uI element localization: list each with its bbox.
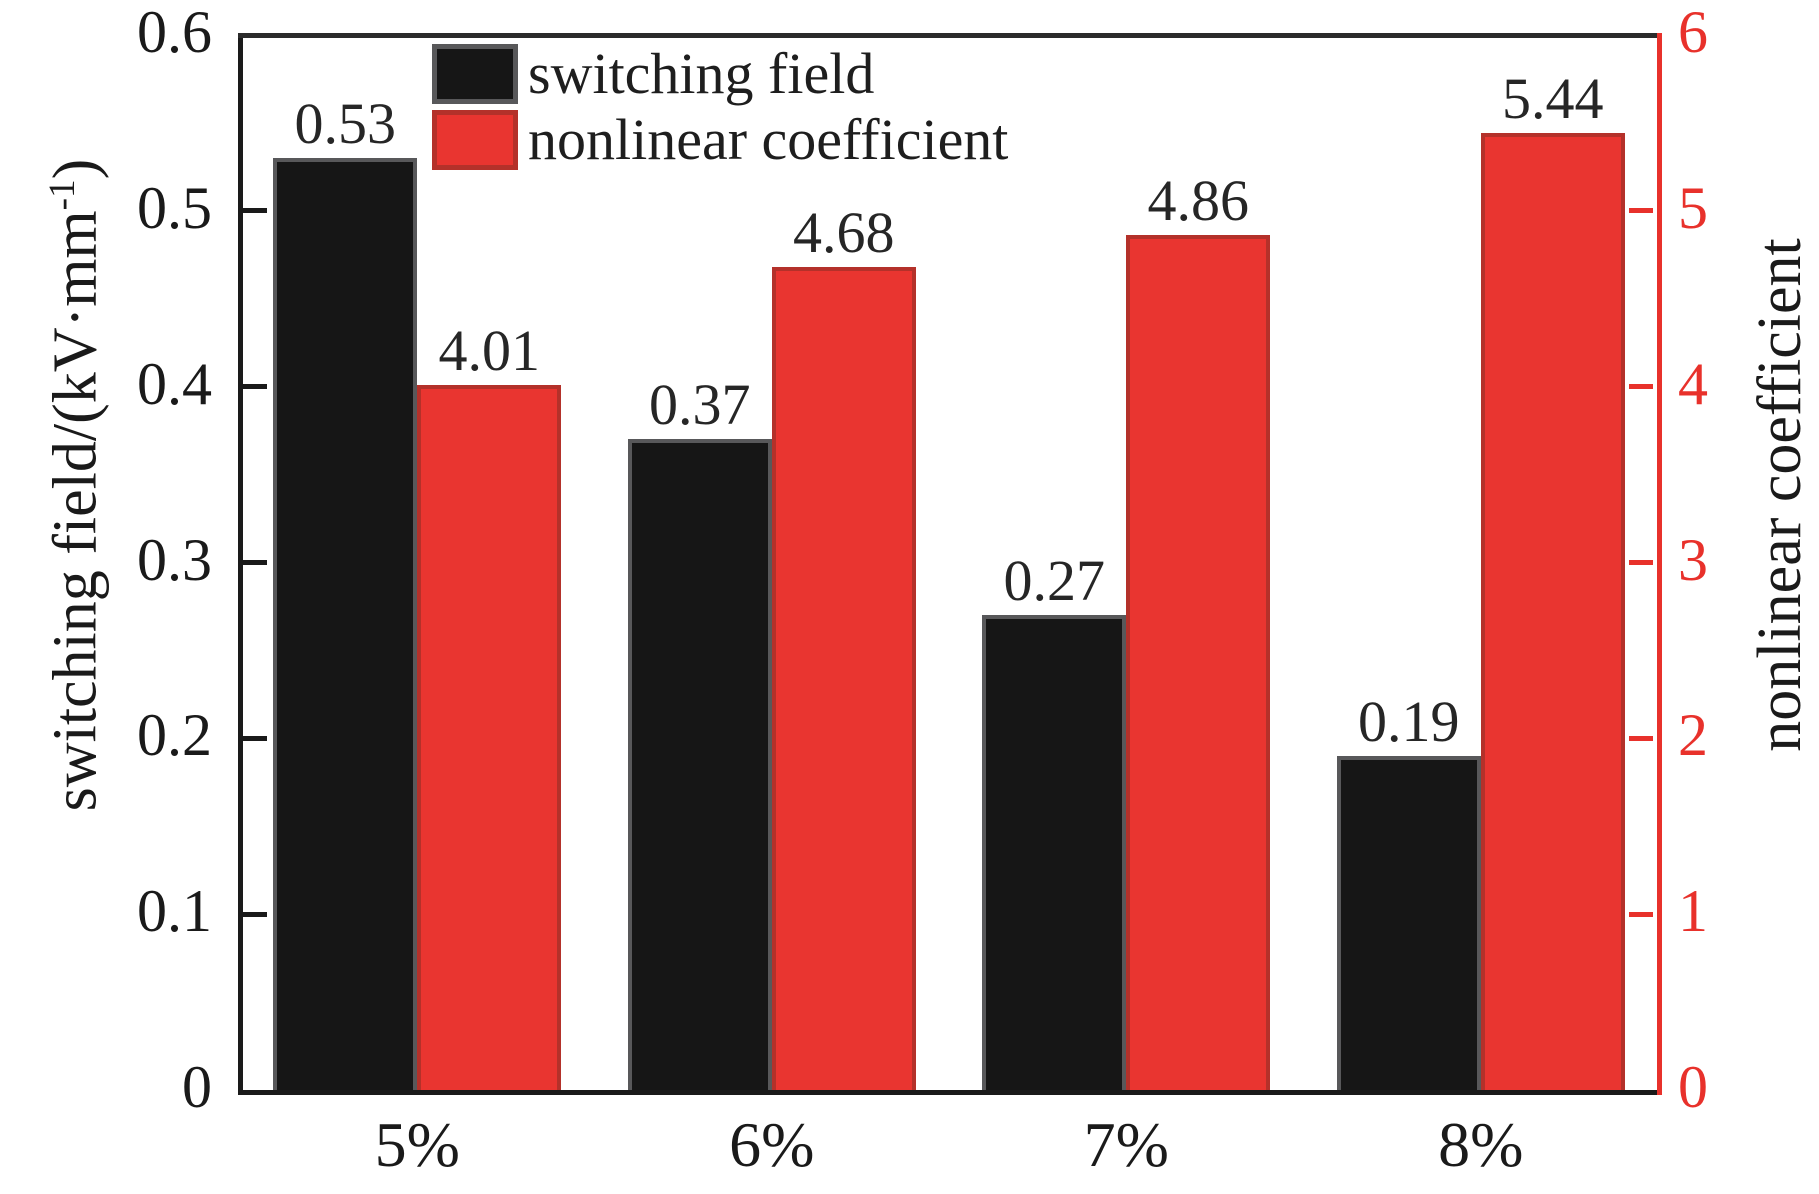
left-axis-title: switching field/(kV·mm-1) — [23, 0, 110, 985]
x-tick-label-5%: 5% — [374, 1109, 460, 1180]
left-axis-spine — [238, 33, 243, 1095]
right-axis-tick-label: 3 — [1678, 526, 1708, 593]
value-label-nonlinear-coefficient-5%: 4.01 — [438, 317, 541, 383]
x-tick-label-7%: 7% — [1083, 1109, 1169, 1180]
left-axis-tick-label: 0.5 — [137, 174, 212, 241]
legend-label-nonlinear-coefficient: nonlinear coefficient — [528, 107, 1009, 172]
right-axis-tick-label: 0 — [1678, 1054, 1708, 1120]
right-axis-tick — [1629, 384, 1653, 390]
legend-label-switching-field: switching field — [528, 41, 875, 106]
top-spine — [238, 33, 1662, 38]
right-axis-spine — [1657, 33, 1662, 1095]
left-axis-tick-label: 0.4 — [137, 350, 212, 417]
value-label-switching-field-7%: 0.27 — [1003, 548, 1106, 614]
value-label-nonlinear-coefficient-8%: 5.44 — [1502, 66, 1604, 132]
left-axis-tick — [243, 560, 267, 565]
right-axis-tick — [1629, 911, 1653, 917]
value-label-switching-field-5%: 0.53 — [294, 91, 397, 157]
left-axis-tick-label: 0.1 — [137, 878, 212, 945]
left-axis-tick — [243, 208, 267, 214]
x-tick-label-6%: 6% — [729, 1109, 815, 1180]
right-axis-tick-label: 5 — [1678, 174, 1708, 241]
legend-item-nonlinear-coefficient: nonlinear coefficient — [432, 110, 1008, 170]
bar-switching-field-7% — [982, 615, 1127, 1090]
bar-switching-field-5% — [273, 158, 418, 1090]
right-axis-tick-label: 6 — [1678, 0, 1708, 65]
left-axis-tick-label: 0.3 — [137, 526, 212, 593]
right-axis-tick-label: 1 — [1678, 878, 1708, 945]
value-label-nonlinear-coefficient-7%: 4.86 — [1147, 168, 1250, 234]
x-tick-label-8%: 8% — [1438, 1109, 1524, 1180]
legend-swatch-nonlinear-coefficient — [432, 110, 518, 170]
left-axis-tick-label: 0.2 — [137, 702, 212, 769]
legend: switching field nonlinear coefficient — [432, 44, 1008, 176]
right-axis-tick-label: 2 — [1678, 702, 1708, 769]
bar-nonlinear-coefficient-5% — [417, 384, 562, 1090]
legend-item-switching-field: switching field — [432, 44, 1008, 104]
legend-swatch-switching-field — [432, 44, 518, 104]
bar-switching-field-8% — [1336, 755, 1481, 1090]
left-axis-tick — [243, 735, 267, 741]
right-axis-title: nonlinear coefficient — [1746, 238, 1814, 752]
left-axis-tick — [243, 384, 267, 390]
right-axis-tick — [1629, 208, 1653, 214]
left-axis-tick-label: 0 — [182, 1054, 212, 1120]
bar-switching-field-6% — [627, 439, 772, 1090]
right-axis-tick — [1629, 560, 1653, 565]
right-axis-tick — [1629, 735, 1653, 741]
value-label-switching-field-6%: 0.37 — [649, 372, 751, 438]
value-label-nonlinear-coefficient-6%: 4.68 — [793, 200, 895, 266]
left-axis-tick-label: 0.6 — [137, 0, 212, 65]
value-label-switching-field-8%: 0.19 — [1358, 688, 1460, 754]
right-axis-tick-label: 4 — [1678, 350, 1708, 417]
left-axis-tick — [243, 911, 267, 917]
bar-nonlinear-coefficient-6% — [771, 267, 916, 1090]
bottom-axis-spine — [238, 1090, 1662, 1095]
bar-nonlinear-coefficient-8% — [1480, 133, 1625, 1090]
bar-nonlinear-coefficient-7% — [1126, 235, 1271, 1090]
